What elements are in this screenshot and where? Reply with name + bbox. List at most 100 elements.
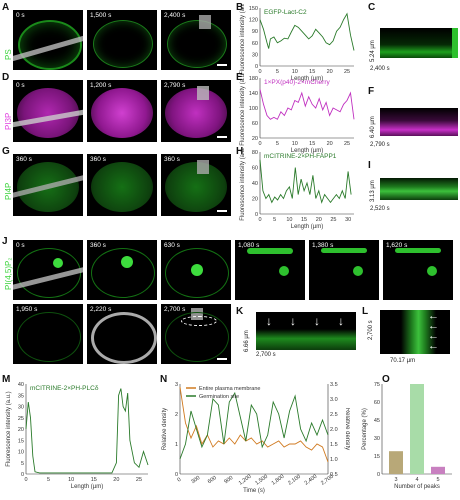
legend-label: Germination site [199, 394, 239, 400]
panel-label-e: E [236, 72, 243, 83]
kymo-c-length: 5.24 µm [370, 40, 376, 62]
y-tick-label: 180 [249, 76, 258, 82]
x-tick-label: 30 [345, 217, 351, 223]
x-tick-label: 5 [47, 477, 50, 483]
timestamp: 360 s [90, 156, 106, 163]
chart-n: 0 1 2 3 0.5 1.0 1.5 2.0 2.5 3.0 3.5 0 300 600 900 1,200… [160, 376, 350, 494]
panel-label-k: K [236, 306, 244, 317]
roi-box [197, 160, 209, 174]
y-tick-label: 20 [252, 136, 258, 142]
micrograph-j-3: 630 s [161, 240, 231, 300]
micrograph-j-2: 360 s [87, 240, 157, 300]
cell-outline [17, 248, 81, 298]
bar [389, 451, 403, 474]
timestamp: 0 s [16, 242, 25, 249]
chart-title: EGFP-Lact-C2 [264, 9, 307, 16]
x-tick-label: 0 [176, 477, 182, 484]
y-tick-label: 40 [252, 181, 258, 187]
arrow-icon: ← [428, 320, 439, 332]
kymograph-l: ← ← ← ← [380, 310, 450, 354]
germ-blob [279, 266, 289, 276]
x-tick-label: 10 [292, 69, 298, 75]
germ-blob [353, 266, 363, 276]
panel-label-f: F [368, 86, 375, 97]
legend-label: Entire plasma membrane [199, 386, 260, 392]
micrograph-d-3: 2,790 s [161, 80, 231, 142]
x-tick-label: 4 [415, 477, 418, 483]
y-tick-label-left: 3 [175, 382, 178, 388]
x-tick-label: 0 [258, 217, 261, 223]
micrograph-d-1: 0 s [13, 80, 83, 142]
y-tick-label: 0 [255, 64, 258, 70]
chart-h: 0 20 40 60 80 0 5 10 15 20 25 30 Length (µm) Fluoresc… [238, 148, 358, 230]
chart-title: mCITRINE-2×PH-FAPP1 [264, 153, 337, 160]
y-tick-label-right: 1.0 [330, 457, 338, 463]
timestamp: 1,080 s [238, 242, 260, 249]
x-axis-label: Length (µm) [71, 484, 103, 490]
x-tick-label: 2,700 [320, 474, 335, 487]
y-axis-label: Fluorescence intensity (a.u.) [6, 391, 12, 466]
timestamp: 1,620 s [386, 242, 408, 249]
micrograph-g-2: 360 s [87, 154, 157, 216]
y-tick-label: 120 [249, 18, 258, 24]
x-tick-label: 20 [316, 217, 322, 223]
x-axis-label: Number of peaks [394, 484, 440, 490]
y-axis-label: Fluorescence intensity (a.u.) [240, 74, 246, 146]
x-tick-label: 20 [113, 477, 119, 483]
y-tick-label-left: 1 [175, 442, 178, 448]
timestamp: 2,700 s [164, 306, 186, 313]
timestamp: 1,950 s [16, 306, 38, 313]
kymo-f-time: 2,790 s [370, 142, 390, 148]
timestamp: 2,790 s [164, 82, 186, 89]
chart-b-svg: 0 30 60 90 120 150 0 5 10 15 20 25 Length (µm) Fluore… [240, 4, 355, 82]
timestamp: 360 s [164, 156, 180, 163]
x-tick-label: 3 [394, 477, 397, 483]
micrograph-j-5: 1,380 s [309, 240, 379, 300]
y-tick-label: 0 [377, 472, 380, 478]
bar [410, 384, 424, 474]
kymo-l-length: 70.17 µm [390, 358, 416, 364]
cell-body [91, 88, 153, 138]
arrow-icon: ← [428, 310, 439, 322]
x-tick-label: 10 [286, 217, 292, 223]
kymograph-c [380, 28, 458, 58]
panel-label-j: J [2, 236, 8, 247]
chart-title: mCITRINE-2×PH-PLCδ [30, 385, 99, 392]
kymo-edge [452, 28, 458, 58]
x-tick-label: 5 [276, 141, 279, 147]
panel-label-g: G [2, 146, 10, 157]
cell-outline [17, 312, 81, 362]
y-tick-label: 60 [252, 121, 258, 127]
panel-label-h: H [236, 146, 244, 157]
y-tick-label: 45 [374, 418, 380, 424]
kymo-i-time: 2,520 s [370, 206, 390, 212]
x-tick-label: 25 [344, 141, 350, 147]
y-tick-label: 75 [374, 382, 380, 388]
scale-bar [217, 210, 227, 212]
micrograph-j-1: 0 s [13, 240, 83, 300]
bar [431, 466, 445, 474]
y-tick-label: 5 [21, 461, 24, 467]
micrograph-j-7: 1,950 s [13, 304, 83, 364]
y-tick-label-left: 2 [175, 412, 178, 418]
kymo-l-time: 2,700 s [368, 320, 374, 340]
chart-m: 0 5 10 15 20 25 30 35 40 0 5 10 15 20 25 Length (µm) Flu… [4, 376, 154, 494]
y-tick-label-right: 0.5 [330, 472, 338, 478]
germ-site-arc [395, 248, 441, 253]
chart-o: 0 15 30 45 60 75 3 4 5 Number of peaks Percentage … [360, 376, 458, 494]
y-axis-label-left: Relative density [162, 408, 168, 450]
series-line [259, 12, 355, 51]
x-tick-label: 15 [91, 477, 97, 483]
cell-outline [165, 248, 229, 298]
timestamp: 1,380 s [312, 242, 334, 249]
micrograph-d-2: 1,200 s [87, 80, 157, 142]
kymo-k-time: 2,700 s [256, 352, 276, 358]
x-tick-label: 15 [301, 217, 307, 223]
y-tick-label: 60 [374, 400, 380, 406]
y-tick-label: 30 [374, 436, 380, 442]
germ-site-arc [247, 248, 293, 254]
y-tick-label: 0 [21, 472, 24, 478]
x-tick-label: 15 [309, 141, 315, 147]
y-tick-label: 15 [18, 438, 24, 444]
